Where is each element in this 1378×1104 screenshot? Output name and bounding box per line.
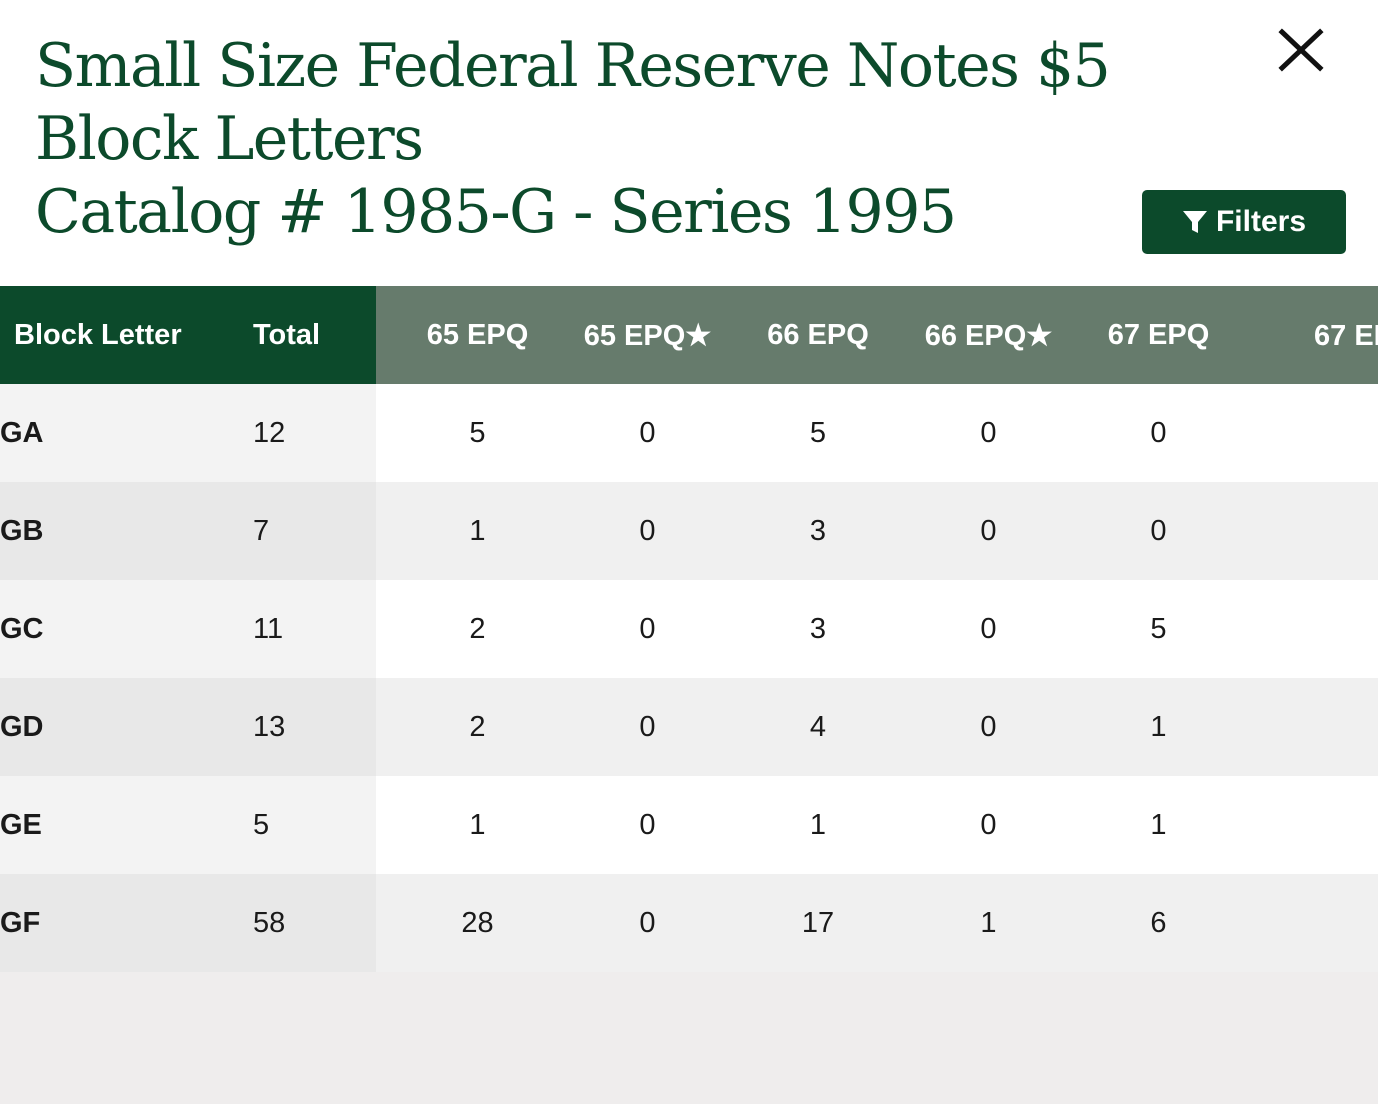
grade-count-cell: 5 [1057,580,1260,678]
grade-count-cell: 1 [1057,776,1260,874]
block-letter-cell[interactable]: GD [0,678,253,776]
table-row: GE 5 1 0 1 0 1 1 [0,776,1378,874]
grade-count-cell: 0 [920,776,1057,874]
column-header-66-epq-star[interactable]: 66 EPQ★ [920,286,1057,384]
column-header-total[interactable]: Total [253,286,376,384]
block-letter-cell[interactable]: GC [0,580,253,678]
total-cell: 13 [253,678,376,776]
grade-count-cell: 2 [376,678,579,776]
grade-count-cell: 17 [716,874,920,972]
grade-count-cell: 28 [376,874,579,972]
grade-count-cell: 0 [1057,384,1260,482]
table-row: GD 13 2 0 4 0 1 0 [0,678,1378,776]
total-cell: 58 [253,874,376,972]
grade-count-cell: 2 [376,580,579,678]
grade-count-cell: 0 [920,678,1057,776]
total-cell: 11 [253,580,376,678]
grade-count-cell: 0 [920,482,1057,580]
grade-count-cell: 4 [716,678,920,776]
column-header-65-epq-star[interactable]: 65 EPQ★ [579,286,716,384]
column-header-66-epq[interactable]: 66 EPQ [716,286,920,384]
table-row: GA 12 5 0 5 0 0 0 [0,384,1378,482]
grade-count-cell: 0 [1260,580,1378,678]
total-cell: 7 [253,482,376,580]
block-letter-cell[interactable]: GB [0,482,253,580]
grade-count-cell: 0 [1260,482,1378,580]
block-letter-cell[interactable]: GF [0,874,253,972]
grade-count-cell: 6 [1057,874,1260,972]
table-row: GF 58 28 0 17 1 6 0 [0,874,1378,972]
column-header-67-epq[interactable]: 67 EPQ [1057,286,1260,384]
table-row: GB 7 1 0 3 0 0 0 [0,482,1378,580]
grade-count-cell: 5 [376,384,579,482]
grade-count-cell: 1 [1260,776,1378,874]
filters-button[interactable]: Filters [1142,190,1346,254]
grade-count-cell: 0 [1260,874,1378,972]
grade-count-cell: 0 [579,678,716,776]
table-header-row: Block Letter Total 65 EPQ 65 EPQ★ 66 EPQ… [0,286,1378,384]
total-cell: 5 [253,776,376,874]
page-title: Small Size Federal Reserve Notes $5 Bloc… [35,30,1255,249]
grade-count-cell: 0 [1260,384,1378,482]
grade-count-cell: 0 [579,776,716,874]
block-letter-table: Block Letter Total 65 EPQ 65 EPQ★ 66 EPQ… [0,286,1378,972]
grade-count-cell: 1 [376,482,579,580]
block-letter-cell[interactable]: GE [0,776,253,874]
table-row: GC 11 2 0 3 0 5 0 [0,580,1378,678]
grade-count-cell: 5 [716,384,920,482]
modal-header: Small Size Federal Reserve Notes $5 Bloc… [0,0,1378,286]
filters-label: Filters [1215,205,1307,238]
column-header-67-epq-star[interactable]: 67 EPQ★ [1260,286,1378,384]
grade-count-cell: 1 [716,776,920,874]
grade-count-cell: 1 [1057,678,1260,776]
grade-count-cell: 0 [920,580,1057,678]
close-icon [1278,28,1324,72]
total-cell: 12 [253,384,376,482]
grade-count-cell: 1 [376,776,579,874]
grade-count-cell: 0 [579,874,716,972]
column-header-block-letter[interactable]: Block Letter [0,286,253,384]
column-header-65-epq[interactable]: 65 EPQ [376,286,579,384]
grade-count-cell: 1 [920,874,1057,972]
grade-count-cell: 0 [579,580,716,678]
title-line-1: Small Size Federal Reserve Notes $5 Bloc… [35,31,1111,174]
grade-count-cell: 0 [579,384,716,482]
grade-count-cell: 0 [579,482,716,580]
grade-count-cell: 0 [920,384,1057,482]
block-letter-cell[interactable]: GA [0,384,253,482]
funnel-icon [1182,211,1207,233]
grade-count-cell: 3 [716,580,920,678]
table-viewport[interactable]: Block Letter Total 65 EPQ 65 EPQ★ 66 EPQ… [0,286,1378,986]
grade-count-cell: 3 [716,482,920,580]
title-line-2: Catalog # 1985-G - Series 1995 [35,177,957,247]
grade-count-cell: 0 [1057,482,1260,580]
close-button[interactable] [1272,22,1330,80]
grade-count-cell: 0 [1260,678,1378,776]
